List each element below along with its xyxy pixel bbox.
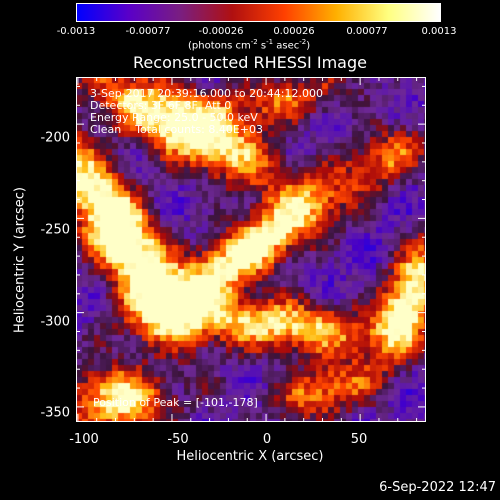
info-line-counts: Clean Total counts: 8.40E+03: [90, 123, 264, 136]
x-axis-label: Heliocentric X (arcsec): [176, 449, 324, 464]
y-axis-label: Heliocentric Y (arcsec): [12, 187, 28, 333]
colorbar: [76, 3, 441, 22]
colorbar-tick: 0.00026: [273, 26, 315, 37]
plot-frame: [76, 77, 426, 422]
y-tick-label: -200: [40, 130, 70, 146]
x-tick-label: 50: [350, 432, 368, 447]
x-tick-label: -50: [167, 432, 189, 447]
timestamp: 6-Sep-2022 12:47: [379, 480, 496, 495]
info-line-energy: Energy Range: 25.0 - 50.0 keV: [90, 111, 258, 124]
y-tick-label: -350: [40, 405, 70, 421]
colorbar-units: (photons cm-2 s-1 asec-2): [188, 38, 311, 52]
colorbar-tick: -0.00026: [198, 26, 244, 37]
info-line-detectors: Detectors: 3F 6F 8F, Att 0: [90, 99, 232, 112]
chart-title: Reconstructed RHESSI Image: [133, 53, 367, 72]
plot-axes: [76, 77, 426, 422]
heatmap-plot: [76, 77, 426, 422]
colorbar-tick: 0.00077: [346, 26, 388, 37]
peak-position-label: Position of Peak = [-101,-178]: [93, 396, 258, 409]
colorbar-tick: -0.00077: [125, 26, 171, 37]
y-tick-label: -250: [40, 222, 70, 238]
x-tick-label: 0: [262, 432, 272, 447]
info-line-time: 3-Sep-2017 20:39:16.000 to 20:44:12.000: [90, 87, 323, 100]
colorbar-tick: -0.0013: [56, 26, 96, 37]
x-tick-label: -100: [69, 432, 99, 447]
y-tick-label: -300: [40, 314, 70, 330]
heatmap-image: [76, 77, 426, 422]
colorbar-tick: 0.0013: [421, 26, 457, 37]
